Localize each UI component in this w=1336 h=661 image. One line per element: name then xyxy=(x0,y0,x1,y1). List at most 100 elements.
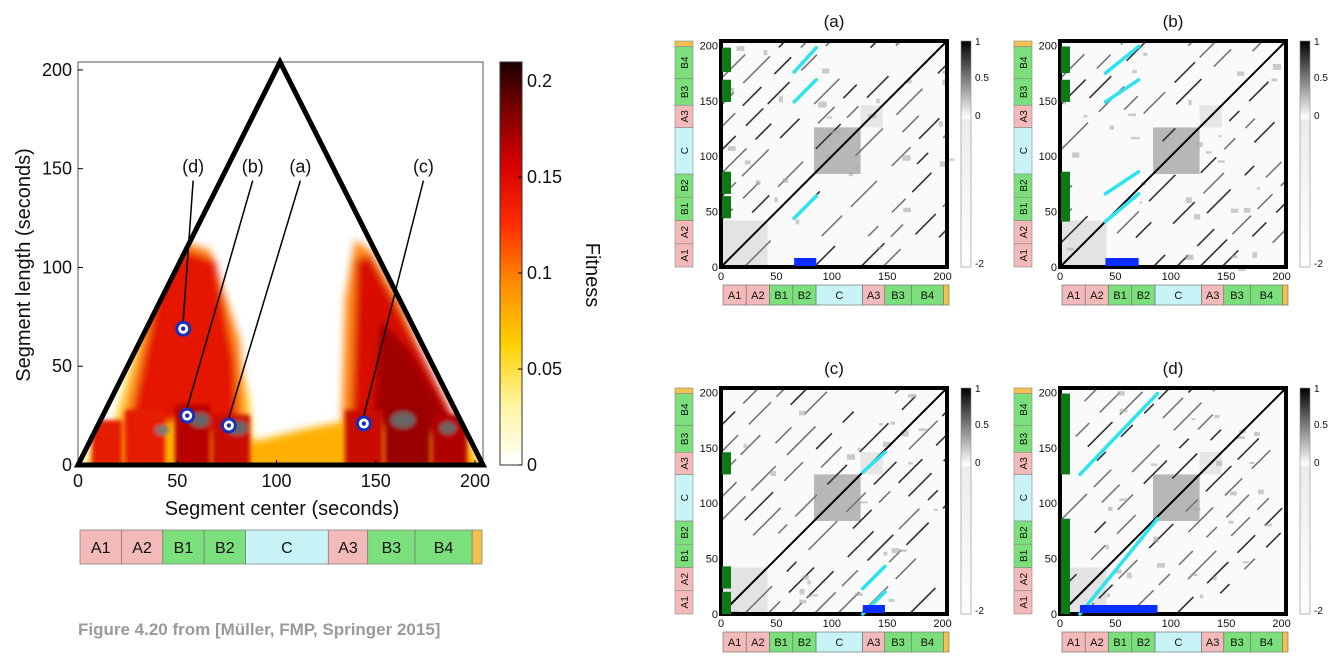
ssm-stripe xyxy=(873,461,897,485)
ssm-y-tick-label: 100 xyxy=(700,498,718,510)
ssm-stripe xyxy=(1148,523,1174,549)
ssm-optimal-path xyxy=(792,45,819,74)
ssm-vsegment-label: B3 xyxy=(680,432,691,445)
ssm-speck xyxy=(879,423,883,426)
ssm-query-segment xyxy=(862,605,885,613)
ssm-stripe xyxy=(1162,127,1176,142)
ssm-stripe xyxy=(898,508,920,530)
ssm-x-tick-label: 0 xyxy=(1057,618,1063,630)
ssm-segment-label: B1 xyxy=(774,637,787,649)
ssm-vsegment-label: A2 xyxy=(1019,573,1030,586)
ssm-stripe xyxy=(1196,228,1215,247)
scape-x-label: Segment center (seconds) xyxy=(165,498,400,520)
ssm-vsegment-cell xyxy=(1013,387,1033,394)
ssm-vsegment-label: B2 xyxy=(680,179,691,192)
ssm-stripe xyxy=(914,213,937,235)
scape-point-leader xyxy=(228,180,302,418)
ssm-speck xyxy=(1213,576,1217,581)
ssm-stripe xyxy=(1158,573,1171,586)
ssm-x-tick-label: 0 xyxy=(718,618,724,630)
scape-point-dot xyxy=(226,423,232,428)
scape-point-label: (d) xyxy=(182,157,204,177)
ssm-segment-label: B1 xyxy=(1113,637,1126,649)
ssm-stripe xyxy=(1206,561,1229,584)
ssm-stripe xyxy=(1116,514,1137,535)
ssm-stripe xyxy=(821,214,843,237)
ssm-speck xyxy=(1237,71,1245,76)
ssm-x-tick-label: 0 xyxy=(718,271,724,283)
ssm-speck xyxy=(818,101,827,108)
ssm-stripe xyxy=(1228,110,1240,122)
ssm-stripe xyxy=(901,115,920,133)
ssm-vsegment-label: A2 xyxy=(680,226,691,239)
ssm-stripe xyxy=(852,509,873,530)
ssm-stripe xyxy=(867,225,879,237)
ssm-speck xyxy=(918,428,927,431)
ssm-y-tick-label: 100 xyxy=(1039,498,1057,510)
ssm-stripe xyxy=(806,570,835,599)
ssm-speck xyxy=(1228,520,1234,524)
ssm-segment-label: B3 xyxy=(891,637,904,649)
ssm-stripe xyxy=(1185,498,1199,512)
ssm-segment-label: A3 xyxy=(867,290,880,302)
ssm-stripe xyxy=(813,78,840,105)
ssm-stripe xyxy=(786,561,797,573)
ssm-speck xyxy=(1190,573,1198,576)
ssm-stripe xyxy=(1248,81,1269,102)
scape-y-tick-label: 0 xyxy=(62,455,72,475)
ssm-vsegment-label: A2 xyxy=(680,573,691,586)
ssm-stripe xyxy=(1178,438,1190,449)
ssm-segment-cell xyxy=(943,631,950,653)
ssm-optimal-path xyxy=(1078,391,1160,477)
ssm-stripe xyxy=(866,534,894,562)
ssm-speck xyxy=(778,96,783,103)
ssm-stripe xyxy=(1059,122,1089,152)
ssm-vsegment-label: A2 xyxy=(1019,226,1030,239)
ssm-optimal-path xyxy=(861,450,887,474)
ssm-y-tick-label: 150 xyxy=(700,443,718,455)
ssm-vsegment-label: B2 xyxy=(1019,526,1030,539)
ssm-vsegment-label: C xyxy=(1019,494,1030,501)
ssm-speck xyxy=(1230,491,1237,496)
ssm-colorbar-tick-label: 0.5 xyxy=(1314,420,1328,431)
ssm-y-tick-label: 0 xyxy=(712,609,718,621)
ssm-stripe xyxy=(916,152,929,165)
ssm-y-tick-label: 200 xyxy=(700,387,718,399)
ssm-segment-label: A3 xyxy=(1206,290,1219,302)
ssm-speck xyxy=(942,70,948,74)
ssm-stripe xyxy=(750,465,777,492)
ssm-induced-segment xyxy=(722,591,731,614)
ssm-x-tick-label: 100 xyxy=(823,271,841,283)
ssm-speck xyxy=(795,219,800,225)
ssm-vertical-segment-bar: A1 A2 B1 B2 C A3 B3 B4 xyxy=(674,387,694,615)
ssm-stripe xyxy=(748,401,772,425)
scape-segment-cell xyxy=(245,529,329,565)
ssm-induced-segment xyxy=(722,171,731,194)
scape-segment-cell xyxy=(162,529,205,565)
ssm-stripe xyxy=(1244,165,1255,176)
ssm-stripe xyxy=(854,127,884,157)
ssm-speck xyxy=(1263,523,1273,527)
ssm-speck xyxy=(1272,63,1282,70)
ssm-stripe xyxy=(850,180,878,208)
ssm-stripe xyxy=(741,149,770,177)
ssm-colorbar-tick-label: -2 xyxy=(975,606,984,617)
ssm-vsegment-label: B1 xyxy=(1019,549,1030,562)
ssm-stripe xyxy=(788,566,815,594)
ssm-stripe xyxy=(895,88,924,116)
scape-x-tick-label: 0 xyxy=(73,471,83,491)
ssm-speck xyxy=(1199,594,1204,599)
ssm-stripe xyxy=(720,495,747,522)
ssm-stripe xyxy=(743,585,773,615)
scape-segment-cell xyxy=(367,529,416,565)
colorbar-tick-label: 0.1 xyxy=(527,263,552,283)
ssm-stripe xyxy=(891,146,912,167)
ssm-speck xyxy=(1108,506,1113,511)
ssm-vsegment-label: C xyxy=(680,494,691,501)
scape-segment-cell xyxy=(121,529,164,565)
ssm-speck xyxy=(1193,507,1201,511)
ssm-stripe xyxy=(1099,391,1121,414)
scape-point-leader xyxy=(363,180,425,416)
scape-segment-cell xyxy=(203,529,246,565)
ssm-stripe xyxy=(777,524,788,535)
